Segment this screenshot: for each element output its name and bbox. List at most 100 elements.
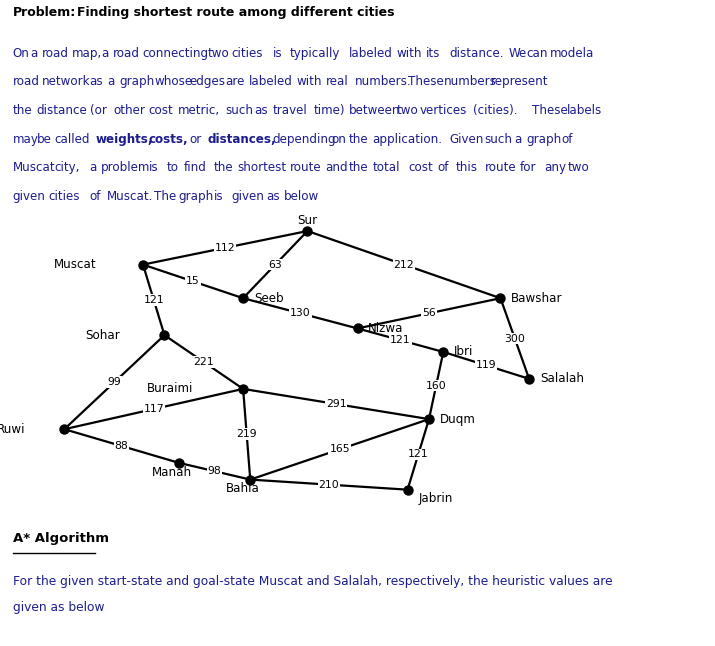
Text: 160: 160 — [425, 380, 447, 391]
Text: given: given — [231, 190, 264, 203]
Text: 210: 210 — [318, 479, 340, 490]
Text: 130: 130 — [290, 308, 311, 318]
Text: vertices: vertices — [420, 104, 468, 117]
Text: time): time) — [314, 104, 345, 117]
Text: These: These — [532, 104, 568, 117]
Text: shortest: shortest — [237, 162, 286, 174]
Text: (cities).: (cities). — [473, 104, 518, 117]
Text: city,: city, — [54, 162, 79, 174]
Text: Ruwi: Ruwi — [0, 422, 25, 435]
Text: as: as — [89, 75, 103, 89]
Text: cost: cost — [149, 104, 173, 117]
Text: represent: represent — [490, 75, 548, 89]
Text: 291: 291 — [326, 399, 346, 409]
Text: the: the — [349, 162, 369, 174]
Text: 121: 121 — [390, 335, 410, 345]
Text: of: of — [561, 132, 573, 145]
Text: a: a — [89, 162, 97, 174]
Text: a: a — [585, 47, 593, 59]
Text: These: These — [408, 75, 444, 89]
Text: 119: 119 — [476, 360, 496, 370]
Text: as: as — [255, 104, 268, 117]
Text: Manah: Manah — [152, 466, 192, 479]
Text: the: the — [13, 104, 32, 117]
Text: Muscat.: Muscat. — [107, 190, 154, 203]
Text: Buraimi: Buraimi — [147, 382, 193, 395]
Text: The: The — [154, 190, 177, 203]
Text: of: of — [438, 162, 449, 174]
Text: may: may — [13, 132, 39, 145]
Text: or: or — [190, 132, 202, 145]
Text: 63: 63 — [268, 260, 282, 269]
Text: Bawshar: Bawshar — [511, 292, 563, 305]
Text: graph: graph — [526, 132, 561, 145]
Text: on: on — [332, 132, 346, 145]
Text: and: and — [325, 162, 348, 174]
Text: the: the — [349, 132, 369, 145]
Text: 117: 117 — [144, 404, 164, 414]
Text: A* Algorithm: A* Algorithm — [13, 532, 109, 545]
Text: this: this — [455, 162, 478, 174]
Text: 15: 15 — [186, 276, 200, 286]
Text: with: with — [396, 47, 422, 59]
Text: two: two — [568, 162, 589, 174]
Text: the: the — [213, 162, 233, 174]
Text: Problem:: Problem: — [13, 6, 76, 19]
Text: cities: cities — [49, 190, 80, 203]
Text: is: is — [213, 190, 223, 203]
Text: problem: problem — [102, 162, 151, 174]
Text: below: below — [284, 190, 320, 203]
Text: a: a — [102, 47, 109, 59]
Text: graph: graph — [178, 190, 213, 203]
Text: metric,: metric, — [178, 104, 220, 117]
Text: is: is — [149, 162, 158, 174]
Text: a: a — [514, 132, 522, 145]
Text: find: find — [184, 162, 207, 174]
Text: route: route — [290, 162, 322, 174]
Text: typically: typically — [290, 47, 340, 59]
Text: distances,: distances, — [207, 132, 276, 145]
Text: edges: edges — [189, 75, 226, 89]
Text: 98: 98 — [207, 466, 222, 476]
Text: whose: whose — [154, 75, 192, 89]
Text: 112: 112 — [215, 243, 235, 253]
Text: Sur: Sur — [297, 214, 317, 227]
Text: 56: 56 — [422, 308, 436, 318]
Text: Given: Given — [450, 132, 484, 145]
Text: real: real — [325, 75, 348, 89]
Text: Finding shortest route among different cities: Finding shortest route among different c… — [77, 6, 395, 19]
Text: cities: cities — [231, 47, 262, 59]
Text: Seeb: Seeb — [254, 292, 283, 305]
Text: road: road — [13, 75, 40, 89]
Text: 300: 300 — [504, 333, 526, 344]
Text: Duqm: Duqm — [440, 413, 475, 426]
Text: with: with — [296, 75, 322, 89]
Text: connecting: connecting — [143, 47, 209, 59]
Text: road: road — [42, 47, 69, 59]
Text: numbers: numbers — [443, 75, 496, 89]
Text: road: road — [113, 47, 140, 59]
Text: as: as — [267, 190, 280, 203]
Text: between: between — [349, 104, 400, 117]
Text: a: a — [31, 47, 38, 59]
Text: distance.: distance. — [450, 47, 504, 59]
Text: Sohar: Sohar — [85, 329, 120, 342]
Text: travel: travel — [272, 104, 307, 117]
Text: 219: 219 — [237, 429, 257, 439]
Text: Muscat: Muscat — [54, 258, 97, 271]
Text: (or: (or — [89, 104, 107, 117]
Text: its: its — [426, 47, 440, 59]
Text: other: other — [113, 104, 145, 117]
Text: given as below: given as below — [13, 601, 104, 614]
Text: of: of — [89, 190, 101, 203]
Text: Muscat: Muscat — [13, 162, 56, 174]
Text: distance: distance — [36, 104, 87, 117]
Text: can: can — [526, 47, 548, 59]
Text: labeled: labeled — [249, 75, 292, 89]
Text: model: model — [550, 47, 586, 59]
Text: 99: 99 — [107, 377, 122, 387]
Text: two: two — [396, 104, 418, 117]
Text: Ibri: Ibri — [454, 346, 473, 359]
Text: Nizwa: Nizwa — [368, 322, 404, 335]
Text: such: such — [225, 104, 253, 117]
